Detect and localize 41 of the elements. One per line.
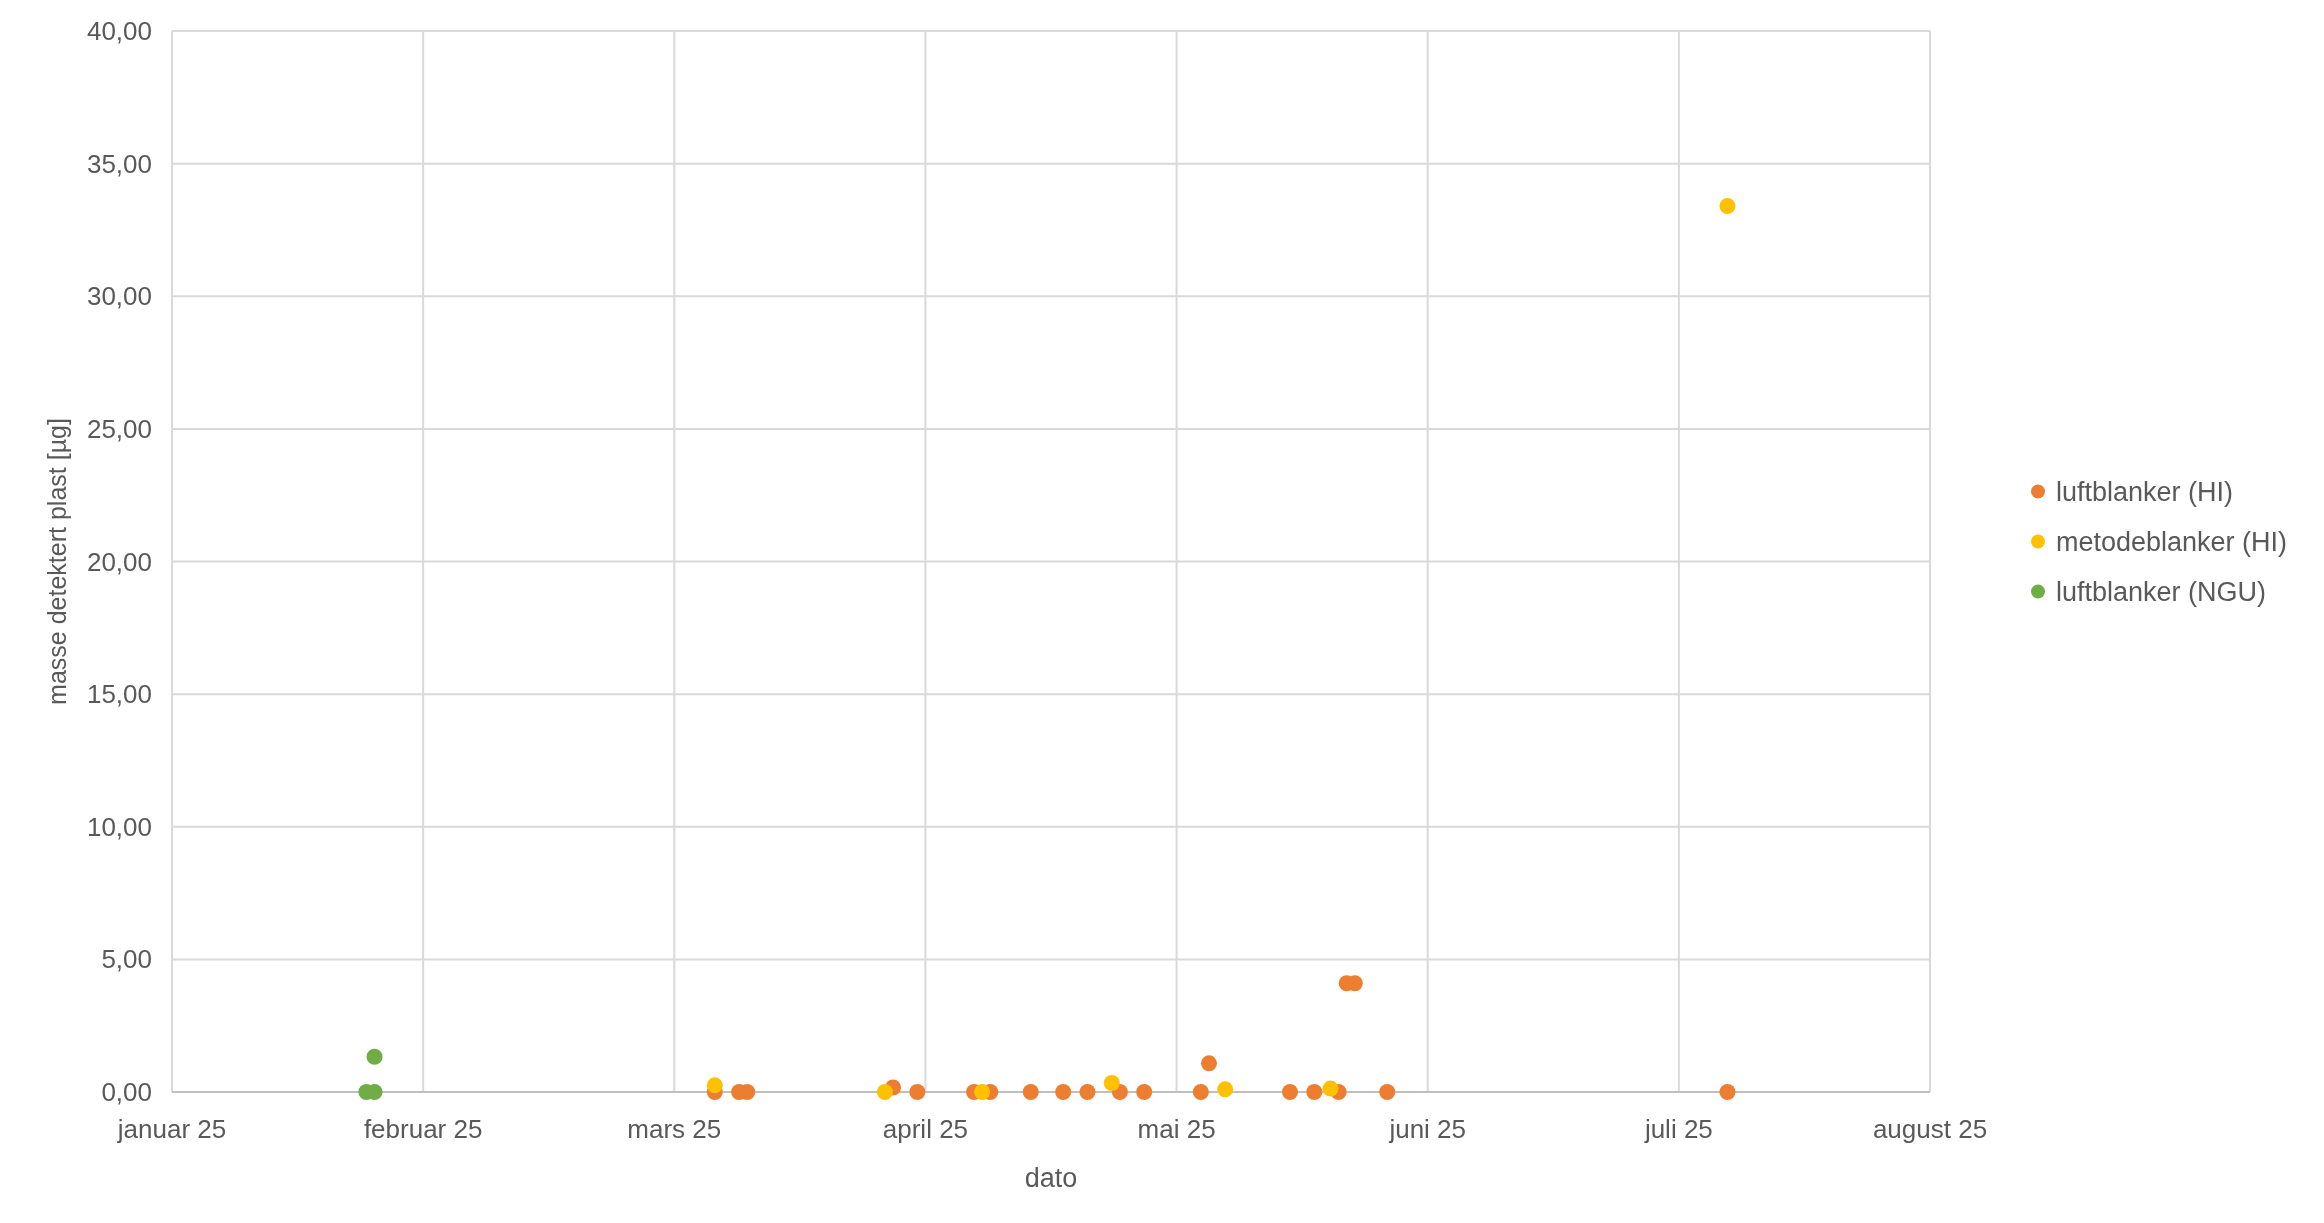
point <box>974 1084 991 1100</box>
y-tick-label: 0,00 <box>101 1077 152 1108</box>
point <box>1055 1084 1072 1100</box>
point <box>1281 1084 1298 1100</box>
x-axis-title: dato <box>1024 1163 1078 1193</box>
point <box>876 1084 893 1100</box>
point <box>1719 198 1736 215</box>
point <box>1022 1084 1039 1100</box>
point <box>706 1077 723 1094</box>
x-tick-label: mai 25 <box>1137 1114 1216 1144</box>
y-tick-label: 40,00 <box>86 16 152 47</box>
x-tick-label: januar 25 <box>116 1114 227 1144</box>
legend-label: luftblanker (HI) <box>2056 476 2234 507</box>
point <box>1719 1084 1736 1100</box>
x-tick-label: mars 25 <box>627 1114 722 1144</box>
point <box>1103 1074 1120 1091</box>
point <box>1379 1084 1396 1100</box>
point <box>1306 1084 1323 1100</box>
point <box>1192 1084 1209 1100</box>
y-tick-label: 25,00 <box>86 413 152 444</box>
y-tick-label: 5,00 <box>101 944 152 975</box>
y-axis-title: masse detektert plast [µg] <box>43 418 71 705</box>
x-tick-label: februar 25 <box>363 1114 483 1144</box>
point <box>1200 1055 1217 1072</box>
legend-label: metodeblanker (HI) <box>2056 526 2288 557</box>
point <box>1079 1084 1096 1100</box>
point <box>1217 1081 1234 1098</box>
y-tick-label: 30,00 <box>86 281 152 312</box>
point <box>1136 1084 1153 1100</box>
y-tick-label: 10,00 <box>86 811 152 842</box>
y-tick-label: 20,00 <box>86 546 152 577</box>
point <box>909 1084 926 1100</box>
legend-label: luftblanker (NGU) <box>2056 576 2267 607</box>
x-tick-label: april 25 <box>882 1114 969 1144</box>
y-tick-label: 35,00 <box>86 148 152 179</box>
point <box>366 1048 383 1065</box>
x-tick-label: august 25 <box>1872 1114 1988 1144</box>
x-tick-label: juli 25 <box>1643 1114 1713 1144</box>
point <box>1322 1080 1339 1097</box>
x-tick-label: juni 25 <box>1388 1114 1467 1144</box>
y-tick-label: 15,00 <box>86 679 152 710</box>
